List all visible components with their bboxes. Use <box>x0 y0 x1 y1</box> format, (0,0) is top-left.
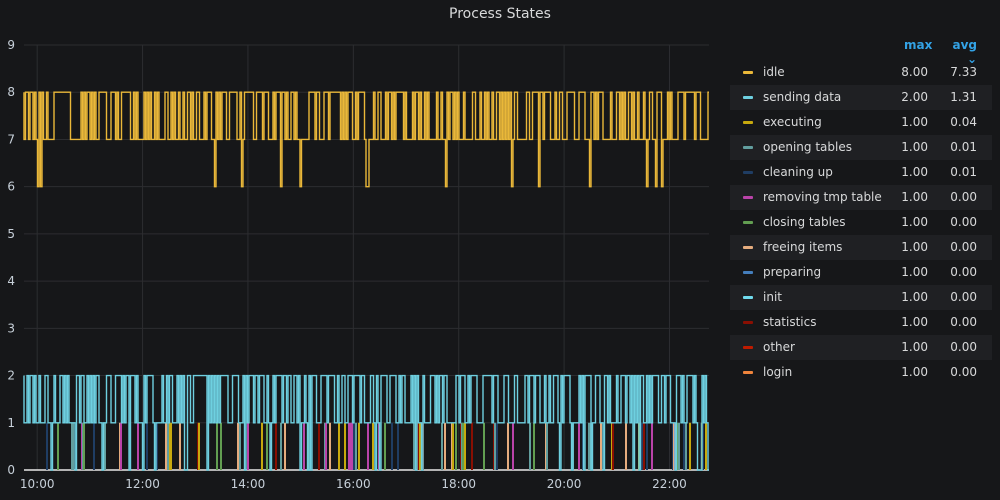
legend-max-value: 1.00 <box>901 315 928 329</box>
legend-item[interactable]: preparing 1.00 0.00 <box>730 260 992 285</box>
legend-avg-value: 0.00 <box>950 340 977 354</box>
legend-header: max avg ⌄ <box>730 38 992 66</box>
legend-item[interactable]: opening tables 1.00 0.01 <box>730 135 992 160</box>
legend-avg-value: 0.00 <box>950 190 977 204</box>
legend-avg-value: 0.00 <box>950 290 977 304</box>
legend-max-value: 1.00 <box>901 140 928 154</box>
legend-swatch <box>743 146 753 149</box>
y-tick-label: 9 <box>7 38 15 52</box>
legend-item[interactable]: closing tables 1.00 0.00 <box>730 210 992 235</box>
legend-series-name: removing tmp table <box>763 190 882 204</box>
legend-avg-value: 0.01 <box>950 140 977 154</box>
series-line-sending-data <box>23 374 709 471</box>
legend-swatch <box>743 371 753 374</box>
legend-item[interactable]: idle 8.00 7.33 <box>730 60 992 85</box>
legend-max-value: 1.00 <box>901 115 928 129</box>
legend-swatch <box>743 321 753 324</box>
legend-avg-value: 0.00 <box>950 265 977 279</box>
y-tick-label: 0 <box>7 463 15 477</box>
y-tick-label: 8 <box>7 85 15 99</box>
legend-max-value: 1.00 <box>901 240 928 254</box>
y-tick-label: 6 <box>7 180 15 194</box>
x-tick-label: 12:00 <box>125 477 160 491</box>
legend-max-value: 1.00 <box>901 190 928 204</box>
legend-series-name: executing <box>763 115 822 129</box>
y-tick-label: 7 <box>7 132 15 146</box>
legend-item[interactable]: cleaning up 1.00 0.01 <box>730 160 992 185</box>
legend-swatch <box>743 296 753 299</box>
y-tick-label: 1 <box>7 416 15 430</box>
legend-swatch <box>743 246 753 249</box>
legend-avg-value: 0.04 <box>950 115 977 129</box>
legend-swatch <box>743 196 753 199</box>
legend-max-value: 1.00 <box>901 215 928 229</box>
legend-max-value: 1.00 <box>901 365 928 379</box>
legend-series-name: freeing items <box>763 240 843 254</box>
x-tick-label: 10:00 <box>20 477 55 491</box>
x-tick-label: 14:00 <box>231 477 266 491</box>
legend-max-value: 1.00 <box>901 340 928 354</box>
legend-max-value: 8.00 <box>901 65 928 79</box>
y-tick-label: 3 <box>7 321 15 335</box>
legend-swatch <box>743 346 753 349</box>
legend-series-name: init <box>763 290 782 304</box>
x-tick-label: 16:00 <box>336 477 371 491</box>
legend-series-name: idle <box>763 65 785 79</box>
legend-sort-max[interactable]: max <box>904 38 933 52</box>
legend: max avg ⌄ idle 8.00 7.33 sending data 2.00 1.… <box>730 38 992 385</box>
legend-max-value: 1.00 <box>901 290 928 304</box>
legend-max-value: 2.00 <box>901 90 928 104</box>
panel-title: Process States <box>449 6 551 22</box>
legend-avg-value: 0.00 <box>950 240 977 254</box>
legend-item[interactable]: statistics 1.00 0.00 <box>730 310 992 335</box>
legend-item[interactable]: other 1.00 0.00 <box>730 335 992 360</box>
y-tick-label: 4 <box>7 274 15 288</box>
legend-avg-value: 0.00 <box>950 365 977 379</box>
legend-swatch <box>743 121 753 124</box>
legend-sort-avg[interactable]: avg ⌄ <box>952 38 977 66</box>
legend-max-value: 1.00 <box>901 165 928 179</box>
legend-item[interactable]: sending data 2.00 1.31 <box>730 85 992 110</box>
legend-avg-value: 0.01 <box>950 165 977 179</box>
x-tick-label: 22:00 <box>652 477 687 491</box>
legend-avg-value: 1.31 <box>950 90 977 104</box>
legend-series-name: opening tables <box>763 140 852 154</box>
legend-swatch <box>743 171 753 174</box>
series-line-idle <box>23 91 709 188</box>
y-tick-label: 5 <box>7 227 15 241</box>
legend-series-name: statistics <box>763 315 817 329</box>
legend-series-name: other <box>763 340 795 354</box>
legend-series-name: closing tables <box>763 215 846 229</box>
legend-series-name: cleaning up <box>763 165 833 179</box>
y-tick-label: 2 <box>7 369 15 383</box>
x-tick-label: 18:00 <box>441 477 476 491</box>
legend-item[interactable]: executing 1.00 0.04 <box>730 110 992 135</box>
legend-swatch <box>743 96 753 99</box>
legend-item[interactable]: freeing items 1.00 0.00 <box>730 235 992 260</box>
minor-series-spikes <box>46 422 707 470</box>
legend-avg-value: 0.00 <box>950 215 977 229</box>
legend-swatch <box>743 221 753 224</box>
x-tick-label: 20:00 <box>547 477 582 491</box>
legend-item[interactable]: login 1.00 0.00 <box>730 360 992 385</box>
legend-series-name: preparing <box>763 265 822 279</box>
legend-max-value: 1.00 <box>901 265 928 279</box>
legend-swatch <box>743 71 753 74</box>
legend-item[interactable]: init 1.00 0.00 <box>730 285 992 310</box>
legend-avg-value: 0.00 <box>950 315 977 329</box>
legend-item[interactable]: removing tmp table 1.00 0.00 <box>730 185 992 210</box>
legend-series-name: sending data <box>763 90 842 104</box>
legend-avg-value: 7.33 <box>950 65 977 79</box>
legend-swatch <box>743 271 753 274</box>
legend-series-name: login <box>763 365 793 379</box>
